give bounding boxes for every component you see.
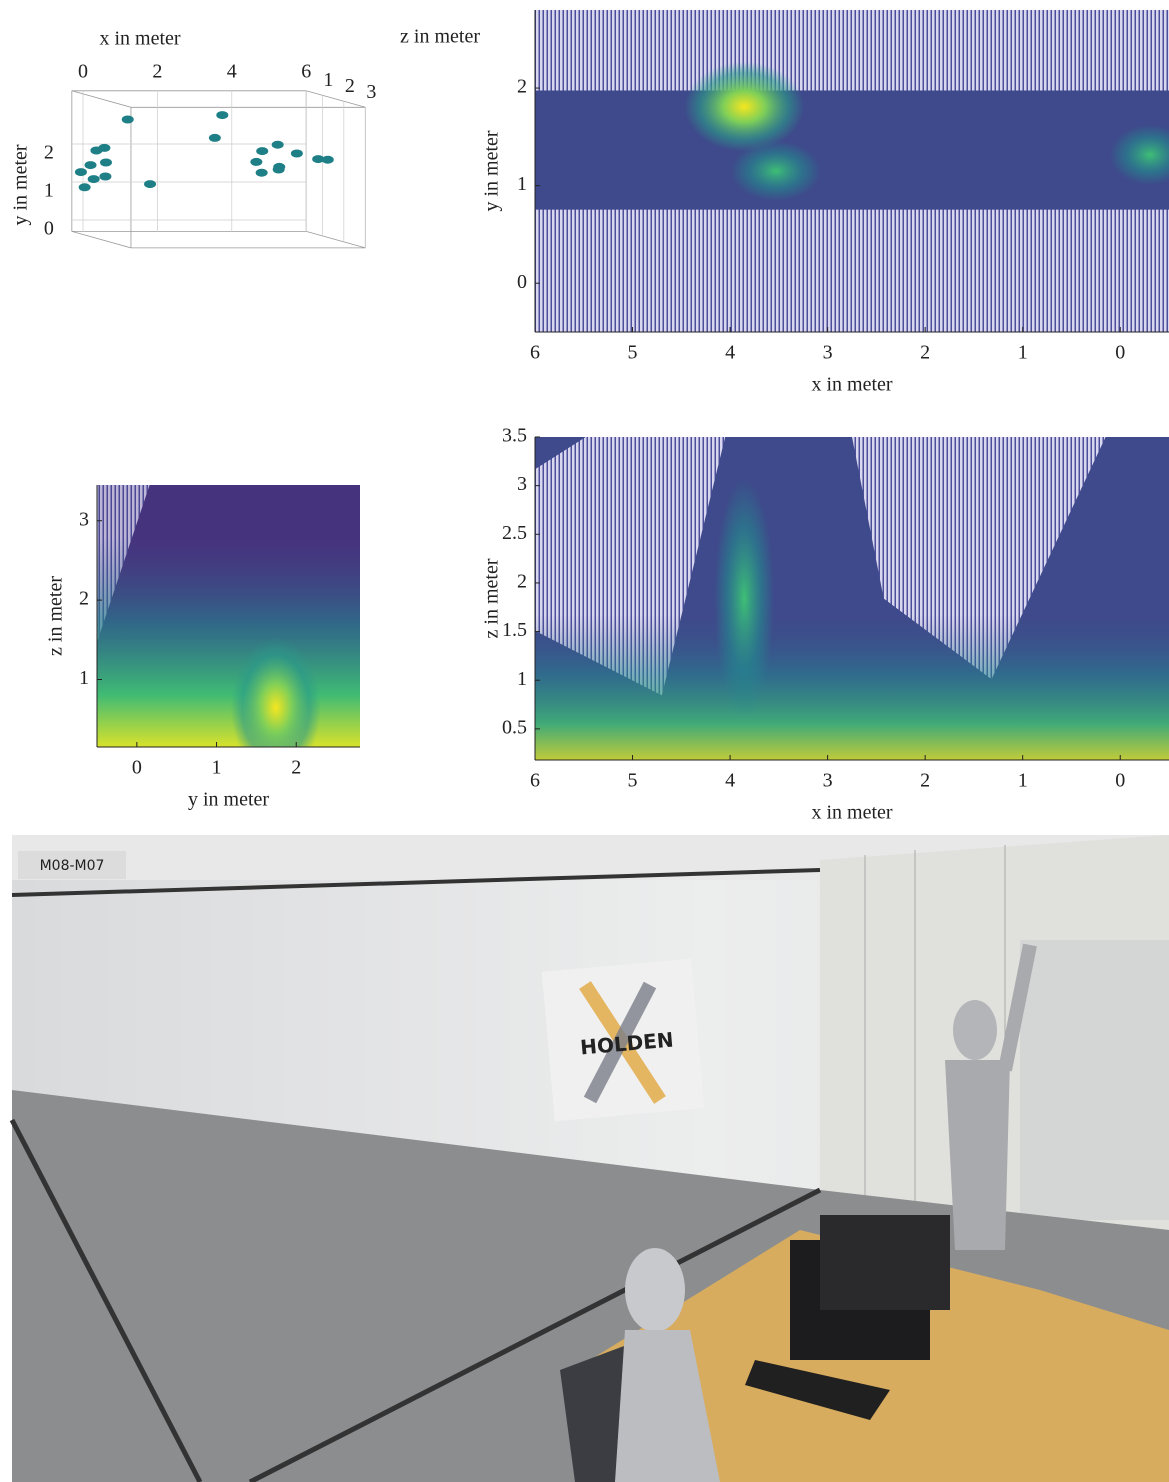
- y-tick-label: 0.5: [502, 716, 527, 738]
- y-axis-label: z in meter: [481, 558, 503, 638]
- y-tick-label: 1.5: [502, 619, 527, 641]
- x-tick-label: 0: [78, 60, 88, 82]
- point: [85, 161, 97, 169]
- x-tick-label: 2: [152, 60, 162, 82]
- x-tick-label: 0: [1115, 770, 1125, 792]
- point: [250, 158, 262, 166]
- heatmap-warm: [731, 141, 821, 201]
- x-tick-label: 6: [530, 342, 540, 364]
- y-tick-label: 1: [79, 667, 89, 689]
- x-axis-label: y in meter: [188, 789, 269, 811]
- y-tick-label: 1: [44, 180, 54, 202]
- point: [272, 141, 284, 149]
- point: [144, 180, 156, 188]
- z-tick-label: 2: [345, 75, 355, 97]
- x-tick-label: 4: [725, 342, 735, 364]
- x-tick-label: 1: [1018, 770, 1028, 792]
- axis-box-edge: [306, 231, 365, 248]
- y-tick-label: 2.5: [502, 522, 527, 544]
- x-tick-label: 6: [530, 770, 540, 792]
- x-tick-label: 2: [920, 770, 930, 792]
- point: [216, 111, 228, 119]
- x-tick-label: 6: [301, 60, 311, 82]
- y-tick-label: 1: [517, 173, 527, 195]
- z-tick-label: 3: [366, 81, 376, 103]
- heatmap-glow: [535, 615, 1169, 760]
- point: [256, 147, 268, 155]
- y-tick-label: 3: [79, 508, 89, 530]
- point: [291, 150, 303, 158]
- z-tick-label: 1: [323, 69, 333, 91]
- heatmap-hot: [684, 62, 804, 152]
- photo-label: M08-M07: [40, 858, 105, 874]
- y-axis-label: y in meter: [481, 130, 503, 211]
- x-axis-label: x in meter: [811, 374, 892, 396]
- axis-box-edge: [306, 91, 365, 108]
- x-tick-label: 5: [628, 770, 638, 792]
- heatmap-warm: [714, 479, 774, 719]
- x-tick-label: 4: [725, 770, 735, 792]
- point: [99, 173, 111, 181]
- y-axis-label: y in meter: [10, 144, 32, 225]
- point: [273, 166, 285, 174]
- y-tick-label: 2: [517, 76, 527, 98]
- z-axis-label: z in meter: [400, 26, 480, 48]
- axis-box-edge: [72, 231, 131, 248]
- y-tick-label: 3: [517, 473, 527, 495]
- x-tick-label: 0: [132, 757, 142, 779]
- y-axis-label: z in meter: [45, 576, 67, 656]
- x-axis-label: x in meter: [99, 28, 180, 50]
- figure: HOLDEN M08-M07 0246012123x in meterz in …: [0, 0, 1169, 1482]
- x-tick-label: 1: [212, 757, 222, 779]
- point: [322, 156, 334, 164]
- point: [79, 183, 91, 191]
- point: [100, 159, 112, 167]
- x-tick-label: 3: [823, 342, 833, 364]
- y-tick-label: 3.5: [502, 425, 527, 447]
- heatmap-light: [535, 210, 1169, 332]
- heatmap: [535, 437, 1169, 760]
- y-tick-label: 2: [44, 142, 54, 164]
- point: [256, 169, 268, 177]
- axis-box-edge: [72, 91, 131, 108]
- y-tick-label: 0: [44, 218, 54, 240]
- heatmap: [97, 485, 360, 778]
- heatmap-hot: [231, 638, 321, 778]
- heatmap: [535, 10, 1169, 332]
- x-axis-label: x in meter: [811, 802, 892, 824]
- point: [88, 175, 100, 183]
- x-tick-label: 0: [1115, 342, 1125, 364]
- point: [75, 168, 87, 176]
- x-tick-label: 2: [291, 757, 301, 779]
- x-tick-label: 1: [1018, 342, 1028, 364]
- x-tick-label: 4: [227, 60, 237, 82]
- y-tick-label: 0: [517, 271, 527, 293]
- room-photo: HOLDEN M08-M07: [12, 835, 1169, 1482]
- x-tick-label: 5: [628, 342, 638, 364]
- y-tick-label: 1: [517, 668, 527, 690]
- y-tick-label: 2: [79, 588, 89, 610]
- point: [98, 144, 110, 152]
- x-tick-label: 3: [823, 770, 833, 792]
- y-tick-label: 2: [517, 571, 527, 593]
- x-tick-label: 2: [920, 342, 930, 364]
- point: [209, 134, 221, 142]
- point: [122, 116, 134, 124]
- heatmap-light: [535, 10, 1169, 91]
